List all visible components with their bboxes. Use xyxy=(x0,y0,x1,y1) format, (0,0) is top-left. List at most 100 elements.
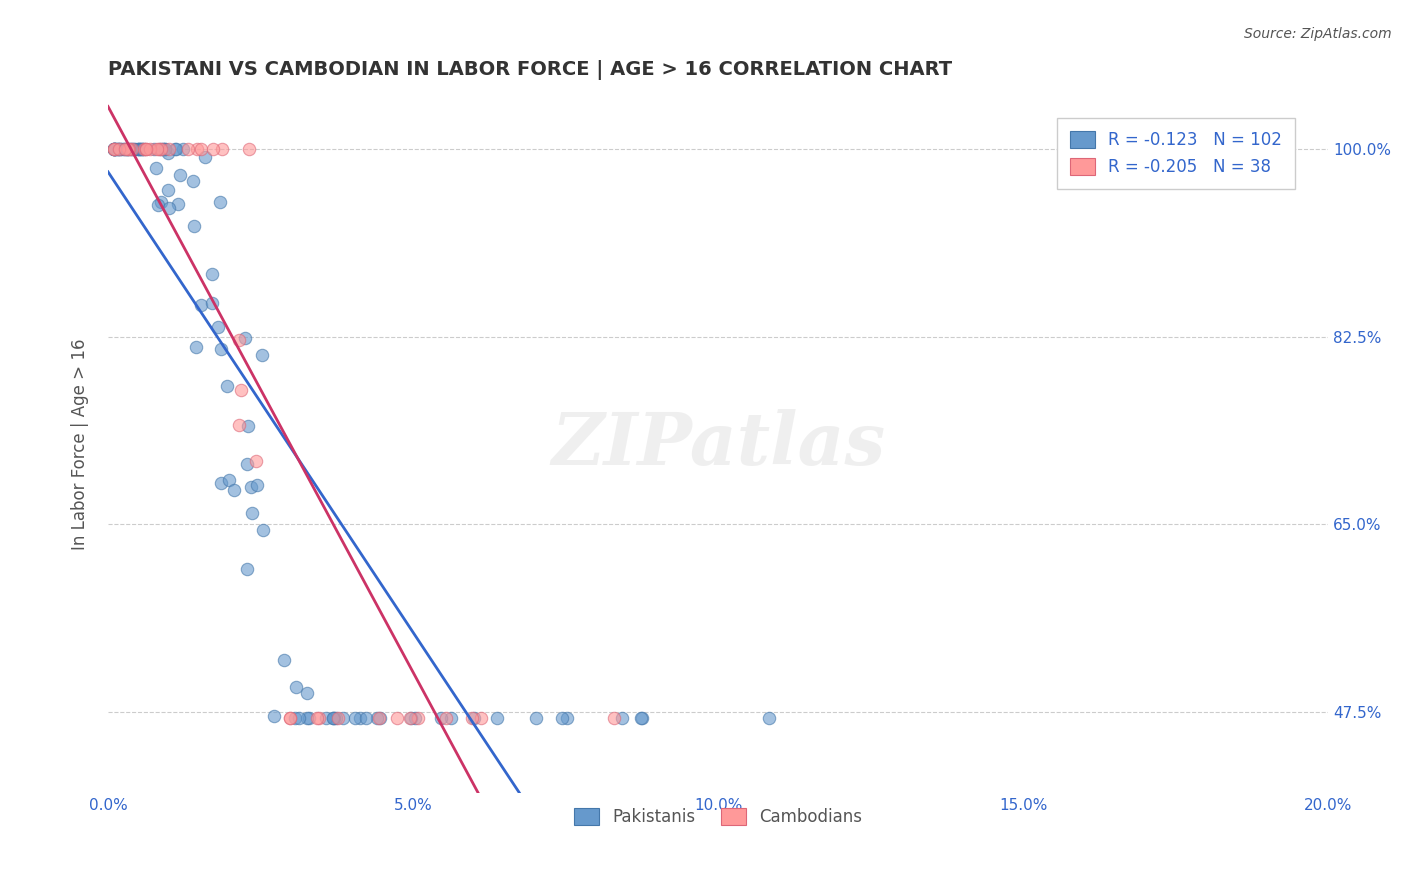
Cambodians xyxy=(117,142,139,156)
Pakistanis xyxy=(103,142,125,156)
Pakistanis xyxy=(114,142,136,156)
Pakistanis xyxy=(287,710,309,724)
Pakistanis xyxy=(297,686,319,700)
Pakistanis xyxy=(524,710,547,724)
Pakistanis xyxy=(263,709,285,723)
Cambodians xyxy=(328,710,350,724)
Pakistanis xyxy=(233,331,256,345)
Pakistanis xyxy=(298,710,321,724)
Cambodians xyxy=(603,710,626,724)
Pakistanis xyxy=(610,710,633,724)
Pakistanis xyxy=(120,142,142,156)
Pakistanis xyxy=(463,710,485,724)
Pakistanis xyxy=(344,710,367,724)
Pakistanis xyxy=(105,142,128,156)
Legend: Pakistanis, Cambodians: Pakistanis, Cambodians xyxy=(568,802,869,833)
Pakistanis xyxy=(152,142,174,156)
Pakistanis xyxy=(125,142,148,156)
Cambodians xyxy=(114,142,136,156)
Cambodians xyxy=(118,142,141,156)
Cambodians xyxy=(135,142,157,156)
Text: Source: ZipAtlas.com: Source: ZipAtlas.com xyxy=(1244,27,1392,41)
Cambodians xyxy=(470,710,492,724)
Pakistanis xyxy=(156,146,179,161)
Pakistanis xyxy=(157,201,180,215)
Pakistanis xyxy=(117,142,139,156)
Pakistanis xyxy=(370,710,392,724)
Cambodians xyxy=(135,142,157,156)
Pakistanis xyxy=(145,161,167,175)
Pakistanis xyxy=(131,142,153,156)
Pakistanis xyxy=(207,320,229,334)
Pakistanis xyxy=(148,198,170,212)
Cambodians xyxy=(307,710,329,724)
Pakistanis xyxy=(165,142,187,156)
Pakistanis xyxy=(104,142,127,156)
Pakistanis xyxy=(103,142,125,156)
Cambodians xyxy=(367,710,389,724)
Cambodians xyxy=(146,142,169,156)
Pakistanis xyxy=(246,478,269,492)
Pakistanis xyxy=(252,348,274,362)
Pakistanis xyxy=(252,524,274,538)
Pakistanis xyxy=(631,710,654,724)
Cambodians xyxy=(190,142,212,156)
Cambodians xyxy=(148,142,170,156)
Pakistanis xyxy=(107,142,129,156)
Cambodians xyxy=(238,142,260,156)
Pakistanis xyxy=(366,710,388,724)
Pakistanis xyxy=(166,197,188,211)
Pakistanis xyxy=(236,457,259,471)
Pakistanis xyxy=(117,142,139,156)
Pakistanis xyxy=(322,710,344,724)
Pakistanis xyxy=(183,219,205,234)
Pakistanis xyxy=(555,710,578,724)
Pakistanis xyxy=(104,142,127,156)
Cambodians xyxy=(134,142,156,156)
Pakistanis xyxy=(630,710,652,724)
Pakistanis xyxy=(134,142,156,156)
Pakistanis xyxy=(169,168,191,182)
Pakistanis xyxy=(239,480,262,494)
Pakistanis xyxy=(430,710,453,724)
Pakistanis xyxy=(284,710,307,724)
Pakistanis xyxy=(153,142,176,156)
Pakistanis xyxy=(201,296,224,310)
Pakistanis xyxy=(103,142,125,156)
Cambodians xyxy=(186,142,208,156)
Pakistanis xyxy=(209,342,232,356)
Pakistanis xyxy=(149,194,172,209)
Pakistanis xyxy=(103,142,125,156)
Pakistanis xyxy=(108,142,131,156)
Pakistanis xyxy=(550,710,572,724)
Cambodians xyxy=(387,710,409,724)
Pakistanis xyxy=(108,142,131,156)
Cambodians xyxy=(228,417,250,432)
Pakistanis xyxy=(172,142,194,156)
Pakistanis xyxy=(332,710,354,724)
Cambodians xyxy=(121,142,143,156)
Cambodians xyxy=(308,710,330,724)
Pakistanis xyxy=(322,710,344,724)
Pakistanis xyxy=(222,483,245,497)
Pakistanis xyxy=(211,475,233,490)
Pakistanis xyxy=(128,142,150,156)
Pakistanis xyxy=(103,142,125,156)
Pakistanis xyxy=(218,473,240,487)
Cambodians xyxy=(157,142,180,156)
Cambodians xyxy=(150,142,173,156)
Cambodians xyxy=(406,710,429,724)
Pakistanis xyxy=(152,142,174,156)
Cambodians xyxy=(211,142,233,156)
Cambodians xyxy=(103,142,125,156)
Pakistanis xyxy=(240,507,263,521)
Pakistanis xyxy=(129,142,152,156)
Pakistanis xyxy=(181,174,204,188)
Y-axis label: In Labor Force | Age > 16: In Labor Force | Age > 16 xyxy=(72,338,89,549)
Cambodians xyxy=(108,142,131,156)
Pakistanis xyxy=(322,710,344,724)
Cambodians xyxy=(278,710,301,724)
Pakistanis xyxy=(128,142,150,156)
Pakistanis xyxy=(325,710,347,724)
Cambodians xyxy=(103,142,125,156)
